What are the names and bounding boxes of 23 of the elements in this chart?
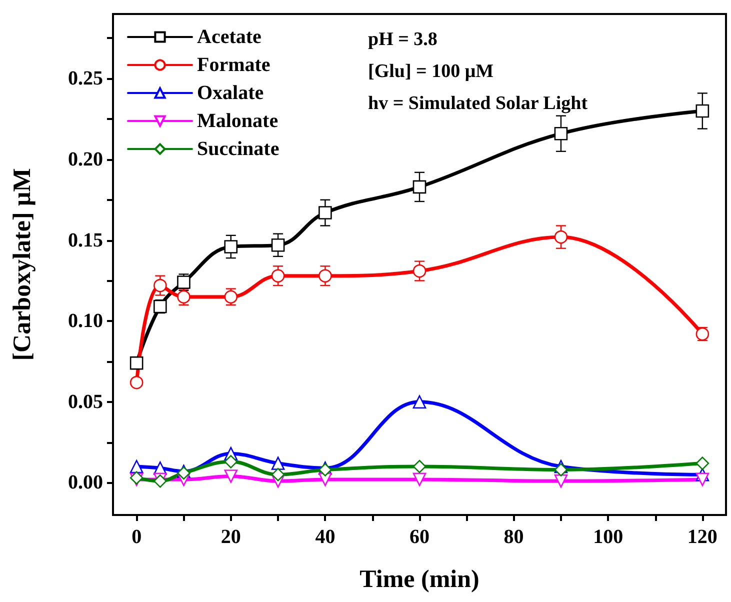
annotation: hv = Simulated Solar Light — [368, 93, 588, 114]
x-tick-label: 20 — [220, 526, 241, 548]
legend-label: Malonate — [197, 110, 278, 132]
x-tick-label: 0 — [132, 526, 142, 548]
x-tick-label: 60 — [410, 526, 430, 548]
y-tick-label: 0.05 — [68, 390, 103, 413]
legend-label: Succinate — [197, 138, 280, 160]
annotation: [Glu] = 100 μM — [368, 61, 494, 82]
y-tick-label: 0.15 — [68, 229, 103, 252]
x-tick-label: 100 — [593, 526, 624, 548]
legend-label: Acetate — [197, 26, 262, 48]
y-tick-label: 0.25 — [68, 68, 103, 90]
y-axis-title: [Carboxylate] μM — [9, 168, 36, 361]
legend-label: Formate — [197, 54, 270, 76]
x-axis-title: Time (min) — [360, 566, 480, 593]
y-tick-label: 0.00 — [68, 472, 103, 494]
y-tick-label: 0.10 — [68, 310, 103, 332]
y-tick-label: 0.20 — [68, 148, 103, 170]
annotation: pH = 3.8 — [368, 29, 438, 50]
x-tick-label: 80 — [504, 526, 524, 548]
x-tick-label: 120 — [687, 526, 718, 548]
x-tick-label: 40 — [315, 526, 336, 548]
legend-label: Oxalate — [197, 82, 264, 104]
